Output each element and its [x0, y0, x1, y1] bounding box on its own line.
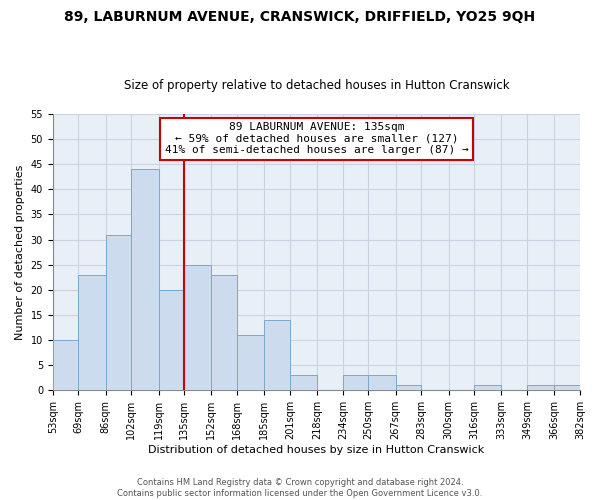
Bar — [106, 234, 131, 390]
Bar — [211, 275, 237, 390]
Bar — [79, 275, 106, 390]
Bar — [527, 386, 554, 390]
Bar — [158, 290, 184, 390]
Bar — [474, 386, 502, 390]
Text: Contains HM Land Registry data © Crown copyright and database right 2024.
Contai: Contains HM Land Registry data © Crown c… — [118, 478, 482, 498]
Text: 89, LABURNUM AVENUE, CRANSWICK, DRIFFIELD, YO25 9QH: 89, LABURNUM AVENUE, CRANSWICK, DRIFFIEL… — [64, 10, 536, 24]
Bar — [131, 170, 158, 390]
X-axis label: Distribution of detached houses by size in Hutton Cranswick: Distribution of detached houses by size … — [148, 445, 485, 455]
Bar — [53, 340, 79, 390]
Bar — [184, 264, 211, 390]
Bar — [396, 386, 421, 390]
Bar — [265, 320, 290, 390]
Bar — [343, 376, 368, 390]
Title: Size of property relative to detached houses in Hutton Cranswick: Size of property relative to detached ho… — [124, 79, 509, 92]
Bar — [368, 376, 396, 390]
Bar — [290, 376, 317, 390]
Bar — [554, 386, 580, 390]
Y-axis label: Number of detached properties: Number of detached properties — [15, 164, 25, 340]
Text: 89 LABURNUM AVENUE: 135sqm
← 59% of detached houses are smaller (127)
41% of sem: 89 LABURNUM AVENUE: 135sqm ← 59% of deta… — [164, 122, 468, 156]
Bar — [237, 335, 265, 390]
